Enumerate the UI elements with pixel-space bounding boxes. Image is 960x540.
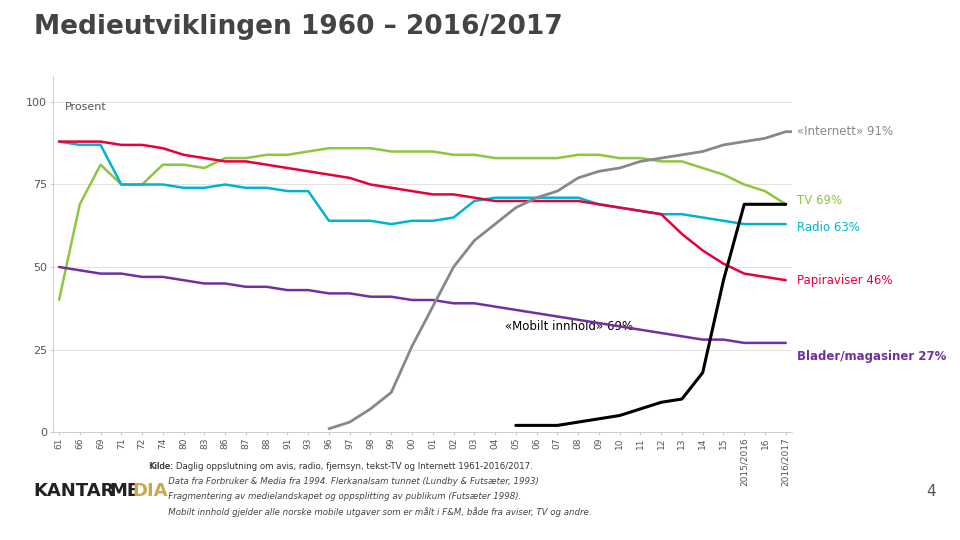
Text: Mobilt innhold gjelder alle norske mobile utgaver som er målt i F&M, både fra av: Mobilt innhold gjelder alle norske mobil… xyxy=(149,507,591,517)
Text: Kilde: Daglig oppslutning om avis, radio, fjernsyn, tekst-TV og Internett 1961-2: Kilde: Daglig oppslutning om avis, radio… xyxy=(149,462,533,471)
Text: KANTAR: KANTAR xyxy=(34,482,115,501)
Text: ME: ME xyxy=(109,482,139,501)
Text: TV 69%: TV 69% xyxy=(797,194,842,207)
Text: Blader/magasiner 27%: Blader/magasiner 27% xyxy=(797,349,947,362)
Text: Kilde:: Kilde: xyxy=(149,462,173,471)
Text: 4: 4 xyxy=(926,484,936,499)
Text: Data fra Forbruker & Media fra 1994. Flerkanalsam tunnet (Lundby & Futsæter, 199: Data fra Forbruker & Media fra 1994. Fle… xyxy=(149,477,539,486)
Text: Papiraviser 46%: Papiraviser 46% xyxy=(797,274,892,287)
Text: Fragmentering av medielandskapet og oppsplitting av publikum (Futsæter 1998).: Fragmentering av medielandskapet og opps… xyxy=(149,492,521,501)
Text: «Internett» 91%: «Internett» 91% xyxy=(797,125,893,138)
Text: Radio 63%: Radio 63% xyxy=(797,221,859,234)
Text: «Mobilt innhold» 69%: «Mobilt innhold» 69% xyxy=(506,320,634,333)
Text: DIA: DIA xyxy=(132,482,168,501)
Text: Prosent: Prosent xyxy=(65,102,107,112)
Text: Medieutviklingen 1960 – 2016/2017: Medieutviklingen 1960 – 2016/2017 xyxy=(34,14,563,39)
